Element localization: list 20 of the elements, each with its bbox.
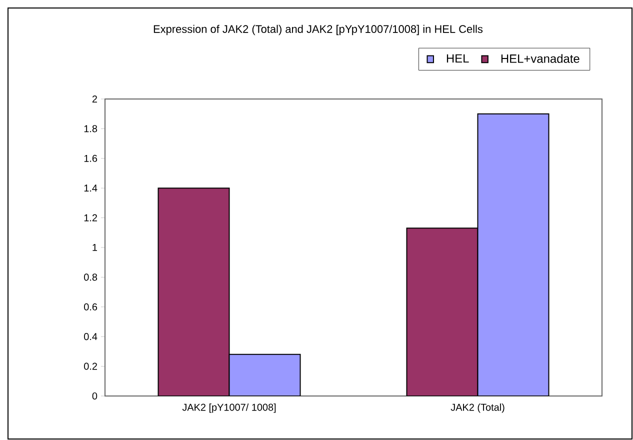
y-tick-label: 1 (92, 244, 98, 251)
bar (477, 113, 550, 396)
legend-label: HEL (446, 54, 469, 63)
bar (406, 228, 478, 396)
y-tick-label: 0.8 (84, 274, 98, 281)
y-tick-label: 1.2 (84, 214, 97, 222)
y-tick-label: 2 (92, 96, 97, 102)
y-tick-label: 0.2 (84, 362, 97, 370)
legend-label: HEL+vanadate (501, 54, 580, 63)
x-tick-label: JAK2 [pY1007/ 1008] (182, 404, 276, 413)
bar (228, 354, 301, 396)
x-tick-label: JAK2 (Total) (450, 404, 504, 413)
y-tick-label: 0 (92, 392, 98, 400)
bar (158, 188, 230, 396)
y-tick-label: 1.8 (84, 125, 98, 132)
y-tick-label: 1.6 (84, 154, 98, 162)
y-tick-label: 0.4 (84, 333, 98, 340)
y-tick-label: 1.4 (84, 184, 98, 192)
y-tick-label: 0.6 (84, 303, 98, 310)
chart-title: Expression of JAK2 (Total) and JAK2 [pYpY1007/1008] in HEL Cells (154, 24, 483, 36)
